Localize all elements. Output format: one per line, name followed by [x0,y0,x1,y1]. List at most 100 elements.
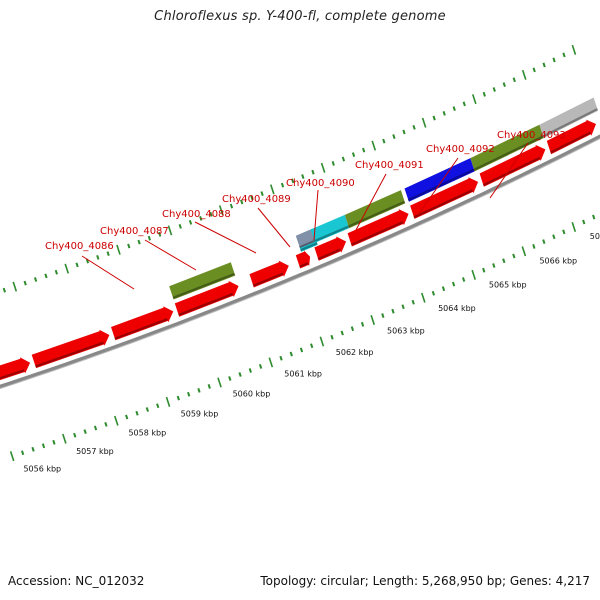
upper-tick-mark [75,262,79,268]
upper-tick-mark [301,174,305,179]
kbp-label: 5059 kbp [181,409,219,418]
lower-tick-mark [360,321,365,327]
upper-tick-mark [167,225,173,236]
lower-tick-mark [370,314,376,325]
cds-arrow [410,177,479,219]
gene-feature-blue-edge [407,168,475,202]
gene-feature-cyan-edge [313,225,349,243]
lower-tick-mark [248,368,252,373]
lower-tick-mark [401,304,405,310]
upper-tick-mark [188,219,193,225]
cds-arrow-edge [35,341,104,368]
gene-feature-cyan-small [299,241,318,252]
lower-tick-mark [268,357,274,368]
kbp-label: 5062 kbp [336,348,374,357]
upper-tick-mark [106,251,110,257]
upper-tick-mark [562,52,566,58]
lower-tick-mark [532,244,536,249]
cds-arrow [174,280,239,317]
upper-tick-mark [147,235,152,241]
gene-feature-olive-edge [172,272,236,299]
lower-tick-mark [165,396,171,407]
kbp-label: 5061 kbp [284,369,322,378]
upper-tick-mark [209,211,213,217]
upper-tick-mark [291,178,295,184]
upper-tick-mark [320,162,326,173]
lower-tick-mark [125,414,129,420]
lower-tick-mark [521,246,527,257]
gene-label[interactable]: Chy400_4089 [222,194,291,205]
lower-tick-mark [20,450,25,456]
upper-tick-mark [532,67,536,73]
kbp-label: 5058 kbp [128,428,166,437]
lower-tick-mark [492,263,496,268]
upper-tick-mark [44,273,48,279]
upper-tick-mark [64,263,70,274]
cds-arrow [314,236,347,261]
lower-tick-mark [330,334,334,340]
gene-label[interactable]: Chy400_4092 [426,144,495,155]
upper-tick-mark [421,117,427,128]
upper-tick-mark [229,203,234,209]
lower-tick-mark [52,439,56,445]
gene-label[interactable]: Chy400_4090 [286,178,355,189]
upper-tick-mark [127,243,131,249]
upper-tick-mark [54,269,58,275]
gene-label[interactable]: Chy400_4093 [497,130,566,141]
genome-backbone-shadow [0,137,600,390]
upper-tick-mark [402,129,406,135]
lower-tick-mark [187,391,191,397]
cds-arrow-edge [0,369,25,380]
lower-tick-mark [104,421,108,427]
lower-tick-mark [258,364,263,369]
cds-arrow [31,329,110,369]
upper-tick-mark [96,254,100,260]
upper-tick-mark [12,281,18,292]
lower-tick-mark [93,425,98,431]
genome-summary-text: Topology: circular; Length: 5,268,950 bp… [260,574,590,588]
upper-tick-mark [250,195,254,201]
upper-tick-mark [260,191,264,196]
gene-label-leader [313,189,319,241]
cds-arrow-edge [299,262,309,268]
kbp-label: 5065 kbp [489,281,527,290]
gene-feature-olive [470,124,544,172]
gene-feature-olive-edge [348,200,406,228]
lower-tick-mark [197,387,201,393]
cds-arrow [546,119,596,155]
genome-backbone [0,134,600,389]
lower-tick-mark [512,253,516,259]
gene-label[interactable]: Chy400_4087 [100,226,169,237]
upper-tick-mark [462,101,466,107]
gene-label[interactable]: Chy400_4091 [355,160,424,171]
upper-tick-mark [412,124,416,130]
cds-arrow-edge [178,292,234,316]
cds-arrow [249,260,289,288]
upper-tick-mark [362,147,366,153]
gene-label-leader [417,157,459,216]
cds-arrow-edge [317,248,341,261]
cds-arrow-edge [482,156,541,187]
kbp-label: 5064 kbp [438,304,476,313]
cds-arrow [295,250,311,269]
upper-tick-mark [218,205,224,216]
gene-feature-slate-edge [299,238,318,249]
lower-tick-mark [238,372,242,377]
upper-tick-mark [2,287,6,293]
genome-title: Chloroflexus sp. Y-400-fl, complete geno… [154,9,446,24]
lower-tick-mark [471,269,477,280]
upper-tick-mark [240,199,244,205]
gene-label-leader [489,142,529,199]
gene-label[interactable]: Chy400_4086 [45,241,114,252]
gene-label[interactable]: Chy400_4088 [162,209,231,220]
lower-tick-mark [228,376,232,381]
lower-tick-mark [145,407,150,412]
lower-tick-mark [62,433,67,444]
kbp-label: 5060 kbp [233,390,271,399]
gene-label-leader [194,221,257,254]
lower-tick-mark [289,351,293,357]
upper-tick-mark [33,277,38,282]
upper-tick-mark [371,140,377,151]
lower-tick-mark [431,290,436,296]
